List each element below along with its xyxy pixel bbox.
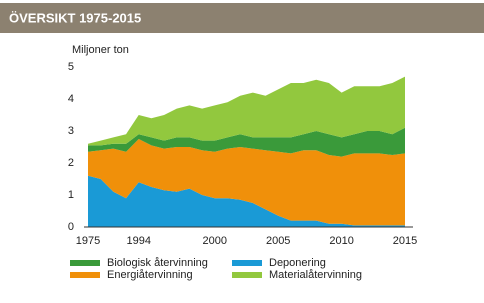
legend-label: Deponering	[269, 257, 326, 269]
y-tick-label: 2	[68, 157, 74, 169]
legend-label: Materialåtervinning	[269, 269, 362, 281]
x-tick-label: 2015	[393, 235, 417, 247]
legend-swatch	[232, 272, 262, 278]
legend-label: Energiåtervinning	[107, 269, 193, 281]
x-tick-label: 1994	[126, 235, 150, 247]
x-tick-label: 2000	[203, 235, 227, 247]
area	[88, 139, 405, 226]
y-tick-label: 0	[68, 221, 74, 233]
x-tick-label: 1975	[76, 235, 100, 247]
x-tick-label: 2005	[266, 235, 290, 247]
y-tick-label: 4	[68, 93, 74, 105]
y-tick-label: 1	[68, 189, 74, 201]
area	[88, 175, 405, 227]
legend-label: Biologisk återvinning	[107, 257, 208, 269]
area	[88, 76, 405, 146]
legend-swatch	[70, 260, 100, 266]
x-tick-label: 2010	[329, 235, 353, 247]
header-bar	[0, 3, 484, 33]
legend-swatch	[70, 272, 100, 278]
area	[88, 127, 405, 157]
y-tick-label: 3	[68, 125, 74, 137]
y-axis-label: Miljoner ton	[72, 44, 129, 56]
chart-title: ÖVERSIKT 1975-2015	[9, 10, 141, 25]
y-tick-label: 5	[68, 61, 74, 73]
legend-swatch	[232, 260, 262, 266]
